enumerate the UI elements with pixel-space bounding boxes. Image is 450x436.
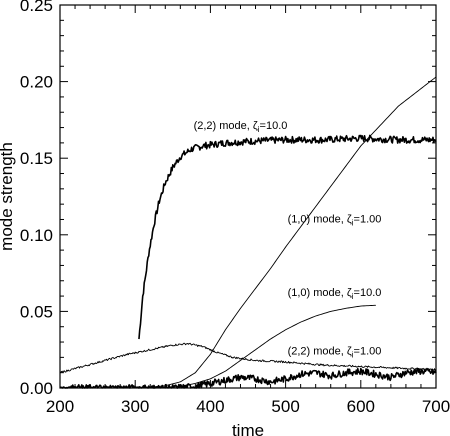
x-tick-label: 500 [271,397,299,416]
series-line-3 [60,304,376,389]
x-tick-label: 600 [347,397,375,416]
tick-layer: 200 300 400 500 600 700 0.00 0.05 0.10 0.15 0.20 0.… [20,0,450,416]
y-tick-label: 0.10 [20,226,53,245]
series-annotation: (2,2) mode, ζi=1.00 [288,345,382,359]
plot-frame [59,4,437,389]
y-tick-label: 0.00 [20,379,53,398]
x-tick-label: 300 [121,397,149,416]
series-annotation: (1,0) mode, ζi=10.0 [288,287,382,301]
series-layer [59,76,437,389]
y-axis-label: mode strength [0,142,16,251]
x-tick-label: 700 [422,397,450,416]
y-tick-label: 0.05 [20,302,53,321]
x-axis-label: time [232,421,264,436]
y-tick-label: 0.15 [20,149,53,168]
series-line-4 [59,342,437,374]
series-annotation: (2,2) mode, ζi=10.0 [194,120,288,134]
series-line-5 [59,367,437,389]
series-annotation: (1,0) mode, ζi=1.00 [288,214,382,228]
series-line-1 [138,134,437,340]
y-tick-label: 0.20 [20,73,53,92]
x-tick-label: 400 [196,397,224,416]
annotation-layer: (2,2) mode, ζi=10.0 (1,0) mode, ζi=1.00 (1… [194,120,382,359]
y-tick-label: 0.25 [20,0,53,15]
plot-area [59,4,437,389]
x-tick-label: 200 [46,397,74,416]
